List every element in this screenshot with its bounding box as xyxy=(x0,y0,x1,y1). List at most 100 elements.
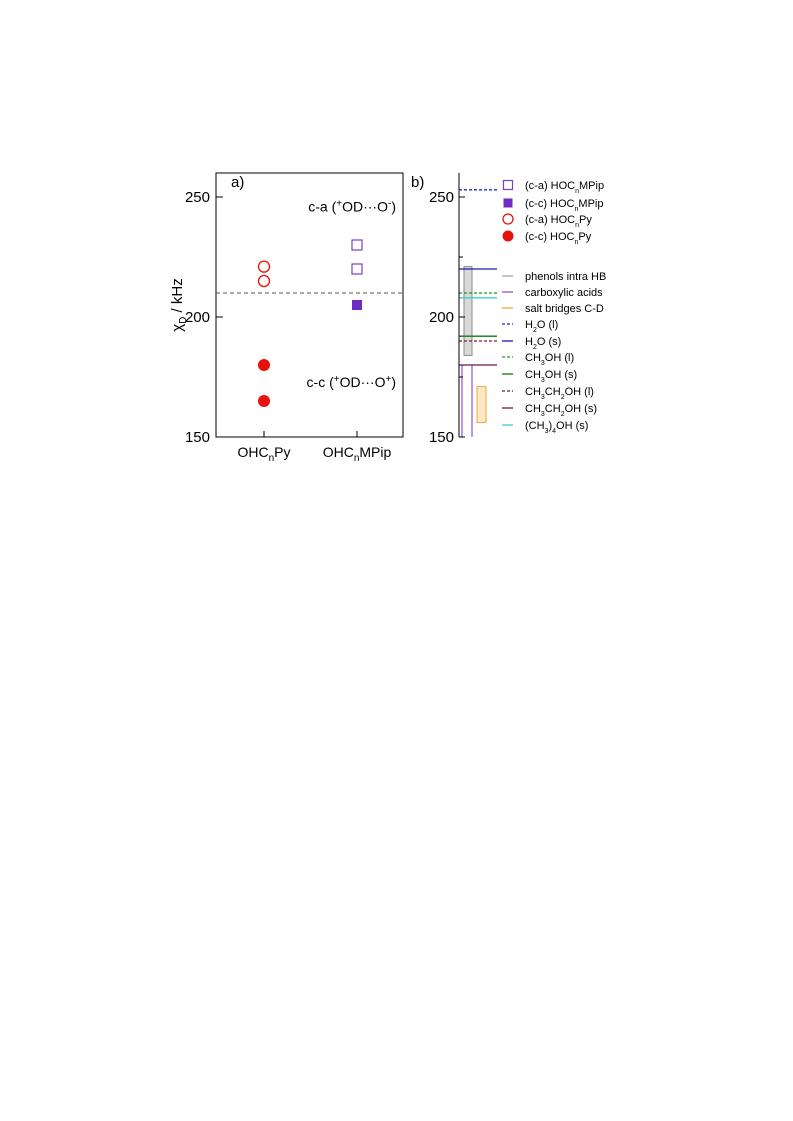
y-tick-label: 250 xyxy=(185,189,210,206)
legend: (c-a) HOCnMPip(c-c) HOCnMPip(c-a) HOCnPy… xyxy=(502,179,606,435)
superscript: - xyxy=(388,199,391,210)
legend-marker xyxy=(502,179,514,191)
legend-label: (c-a) HOCnMPip xyxy=(525,180,604,195)
panel-a-x-axis: OHCnPy OHCnMPip xyxy=(237,431,392,464)
subscript: 2 xyxy=(561,411,565,418)
legend-label: carboxylic acids xyxy=(525,287,603,299)
legend-entry: CH3CH2OH (s) xyxy=(502,403,597,418)
subscript: 3 xyxy=(541,394,545,401)
legend-entry: CH3OH (l) xyxy=(502,352,574,367)
data-point xyxy=(257,260,271,273)
subscript: 3 xyxy=(545,428,549,435)
text-part: (CH xyxy=(525,420,545,432)
text-part: O (s) xyxy=(537,336,561,348)
subscript: 3 xyxy=(541,411,545,418)
text-part: CH xyxy=(545,386,561,398)
legend-entry: phenols intra HB xyxy=(502,271,606,283)
text-part: ) xyxy=(548,420,552,432)
legend-label: (c-a) HOCnPy xyxy=(525,214,592,229)
text-part: ) xyxy=(391,374,396,390)
data-point xyxy=(351,263,363,275)
legend-entry: (CH3)4OH (s) xyxy=(502,420,588,435)
text-part: (c-a) HOC xyxy=(525,214,575,226)
legend-label: CH3OH (l) xyxy=(525,352,574,367)
legend-label: CH3CH2OH (s) xyxy=(525,403,597,418)
x-tick-label: OHCnMPip xyxy=(323,444,392,464)
subscript: n xyxy=(575,222,579,229)
range-box xyxy=(476,386,487,424)
subscript: 4 xyxy=(552,428,556,435)
subscript: 2 xyxy=(561,394,565,401)
text-part: CH xyxy=(525,369,541,381)
text-part: OH (s) xyxy=(545,369,577,381)
annotation: c-c (+OD···O+) xyxy=(307,374,396,390)
legend-marker xyxy=(502,230,514,242)
data-point xyxy=(352,300,362,310)
subscript: 3 xyxy=(541,377,545,384)
annotation: c-a (+OD···O-) xyxy=(308,199,396,215)
text-part: OH (l) xyxy=(565,386,594,398)
text-part: c-c ( xyxy=(307,374,335,390)
text-part: OH (s) xyxy=(565,403,597,415)
legend-label: (c-c) HOCnMPip xyxy=(525,198,603,213)
text-part: H xyxy=(525,336,533,348)
text-part: H xyxy=(525,319,533,331)
legend-entry: (c-c) HOCnPy xyxy=(502,230,592,246)
panel-b-y-axis: 150 200 250 xyxy=(429,173,465,446)
text-part: MPip xyxy=(579,180,604,192)
legend-entry: (c-a) HOCnMPip xyxy=(502,179,604,195)
text-part: CH xyxy=(525,386,541,398)
y-tick-label: 200 xyxy=(429,309,454,326)
text-part: Py xyxy=(579,214,592,226)
superscript: + xyxy=(334,374,340,385)
y-label-tail: / kHz xyxy=(169,278,186,316)
text-part: OHC xyxy=(323,444,354,460)
text-part: CH xyxy=(525,352,541,364)
legend-label: H2O (l) xyxy=(525,319,558,334)
panel-a-y-axis-label: χD / kHz xyxy=(169,278,189,331)
y-tick-label: 250 xyxy=(429,189,454,206)
legend-label: phenols intra HB xyxy=(525,271,606,283)
legend-entry: carboxylic acids xyxy=(502,287,603,299)
legend-entry: (c-c) HOCnMPip xyxy=(503,198,603,213)
legend-entry: salt bridges C-D xyxy=(502,303,604,315)
y-label-main: χ xyxy=(169,324,186,332)
superscript: + xyxy=(336,199,342,210)
panel-a-frame xyxy=(215,172,404,438)
text-part: OD···O xyxy=(340,374,386,390)
text-part: salt bridges C-D xyxy=(525,303,604,315)
panel-b-label: b) xyxy=(411,174,424,191)
text-part: MPip xyxy=(359,444,391,460)
text-part: (c-c) HOC xyxy=(525,231,575,243)
legend-label: CH3OH (s) xyxy=(525,369,577,384)
y-label-sub: D xyxy=(178,317,189,324)
subscript: 3 xyxy=(541,360,545,367)
panel-b-reference-lines xyxy=(459,189,497,366)
legend-marker xyxy=(503,198,513,208)
text-part: (c-c) HOC xyxy=(525,198,575,210)
text-part: O (l) xyxy=(537,319,558,331)
subscript: n xyxy=(269,453,275,464)
data-point xyxy=(257,274,271,288)
text-part: Py xyxy=(274,444,290,460)
legend-label: H2O (s) xyxy=(525,336,561,351)
text-part: OH (l) xyxy=(545,352,574,364)
legend-entry: H2O (s) xyxy=(502,336,561,351)
legend-entry: (c-a) HOCnPy xyxy=(502,213,592,229)
text-part: CH xyxy=(545,403,561,415)
subscript: n xyxy=(354,453,360,464)
x-tick-label: OHCnPy xyxy=(237,444,290,464)
subscript: n xyxy=(575,239,579,246)
panel-a-annotations: c-a (+OD···O-)c-c (+OD···O+) xyxy=(307,199,396,390)
legend-label: salt bridges C-D xyxy=(525,303,604,315)
subscript: n xyxy=(575,188,579,195)
data-point xyxy=(351,239,363,251)
text-part: OD···O xyxy=(342,199,388,215)
subscript: 2 xyxy=(533,327,537,334)
subscript: n xyxy=(575,206,579,213)
y-tick-label: 150 xyxy=(185,429,210,446)
text-part: c-a ( xyxy=(308,199,336,215)
legend-marker xyxy=(502,213,514,225)
panel-a-y-axis: 150 200 250 xyxy=(185,189,223,446)
